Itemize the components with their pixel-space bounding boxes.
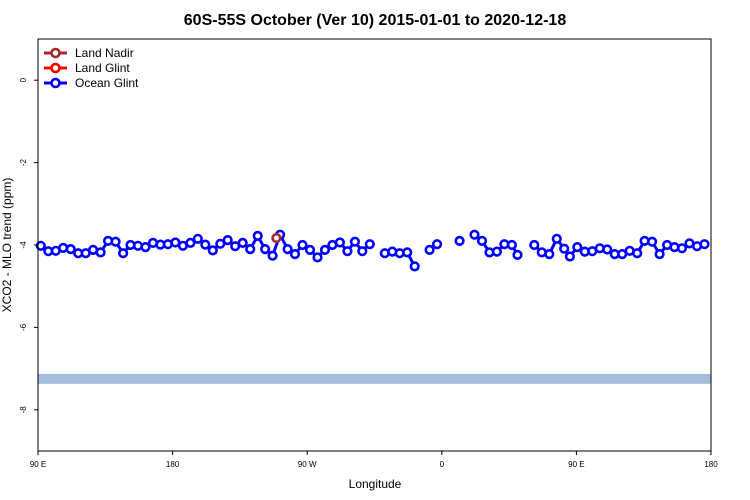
data-point-ocean-glint [117, 248, 129, 259]
data-point-ocean-glint [319, 244, 331, 255]
data-point-ocean-glint [454, 235, 465, 246]
data-point-ocean-glint [699, 239, 710, 250]
x-tick-label: 180 [166, 460, 180, 469]
data-point-ocean-glint [349, 236, 361, 247]
data-point-ocean-glint [559, 243, 570, 254]
plot-area [35, 38, 712, 452]
series-land-nadir [271, 232, 282, 244]
x-tick-label: 90 E [568, 460, 584, 469]
y-axis: 0 -2 -4 -6 -8 [19, 77, 38, 413]
x-tick-label: 90 W [298, 460, 317, 469]
data-point-ocean-glint [602, 244, 613, 255]
data-point-ocean-glint [409, 261, 420, 272]
legend-marker-land-nadir [50, 47, 61, 59]
data-point-ocean-glint [544, 249, 555, 260]
data-point-ocean-glint [110, 236, 121, 247]
legend-item-land-nadir: Land Nadir [44, 46, 134, 60]
data-point-ocean-glint [476, 235, 488, 246]
x-tick-label: 180 [704, 460, 718, 469]
data-point-ocean-glint [676, 243, 688, 254]
legend-label-ocean-glint: Ocean Glint [75, 76, 139, 90]
legend-label-land-nadir: Land Nadir [75, 46, 134, 60]
y-tick-label: -8 [19, 406, 28, 414]
data-point-ocean-glint [207, 245, 218, 256]
x-axis-label: Longitude [349, 477, 402, 491]
data-point-ocean-glint [491, 246, 503, 257]
data-point-ocean-glint [185, 237, 196, 248]
data-point-ocean-glint [215, 238, 226, 249]
data-point-ocean-glint [506, 239, 518, 251]
reference-band [38, 373, 711, 384]
x-tick-label: 0 [440, 460, 445, 469]
data-point-ocean-glint [529, 239, 540, 251]
data-point-ocean-glint [200, 239, 211, 250]
data-point-ocean-glint [551, 233, 562, 244]
data-point-ocean-glint [342, 246, 353, 257]
y-tick-label: -6 [19, 323, 28, 331]
data-point-ocean-glint [245, 244, 256, 255]
y-tick-label: 0 [19, 77, 28, 82]
data-point-ocean-glint [140, 242, 151, 253]
y-tick-label: -2 [19, 158, 28, 166]
data-point-ocean-glint [469, 229, 480, 240]
data-point-ocean-glint [424, 244, 435, 255]
legend-item-ocean-glint: Ocean Glint [44, 76, 139, 90]
legend-marker-land-glint [50, 62, 61, 74]
data-point-ocean-glint [632, 248, 643, 259]
data-point-ocean-glint [572, 242, 583, 253]
data-point-ocean-glint [237, 237, 248, 248]
data-point-land-nadir [271, 232, 282, 244]
data-point-ocean-glint [357, 246, 368, 257]
data-point-ocean-glint [312, 252, 323, 263]
data-point-ocean-glint [289, 249, 301, 260]
data-point-ocean-glint [402, 247, 413, 258]
chart-title: 60S-55S October (Ver 10) 2015-01-01 to 2… [184, 12, 567, 29]
series-ocean-glint [35, 229, 710, 272]
x-tick-label: 90 E [30, 460, 46, 469]
data-point-ocean-glint [95, 247, 106, 258]
data-point-ocean-glint [297, 239, 308, 251]
legend-item-land-glint: Land Glint [44, 61, 130, 75]
data-point-ocean-glint [260, 244, 271, 255]
data-point-ocean-glint [646, 236, 658, 247]
series-layer [35, 229, 710, 272]
data-point-ocean-glint [192, 233, 203, 244]
data-point-ocean-glint [282, 244, 293, 255]
x-axis: 90 E 180 90 W 0 90 E 180 [30, 451, 718, 469]
data-point-ocean-glint [654, 249, 665, 260]
data-point-ocean-glint [304, 244, 316, 255]
reference-band-layer [38, 373, 711, 384]
data-point-ocean-glint [267, 250, 278, 261]
data-point-ocean-glint [35, 240, 46, 251]
data-point-ocean-glint [252, 230, 263, 241]
y-tick-label: -4 [19, 241, 28, 249]
legend-label-land-glint: Land Glint [75, 61, 130, 75]
data-point-ocean-glint [65, 244, 76, 255]
data-point-ocean-glint [512, 249, 523, 260]
data-point-ocean-glint [222, 235, 233, 246]
legend-marker-ocean-glint [50, 77, 61, 89]
data-point-ocean-glint [564, 251, 576, 262]
data-point-ocean-glint [432, 239, 443, 250]
data-point-ocean-glint [334, 237, 346, 248]
data-point-ocean-glint [364, 239, 375, 250]
y-axis-label: XCO2 - MLO trend (ppm) [0, 178, 14, 313]
